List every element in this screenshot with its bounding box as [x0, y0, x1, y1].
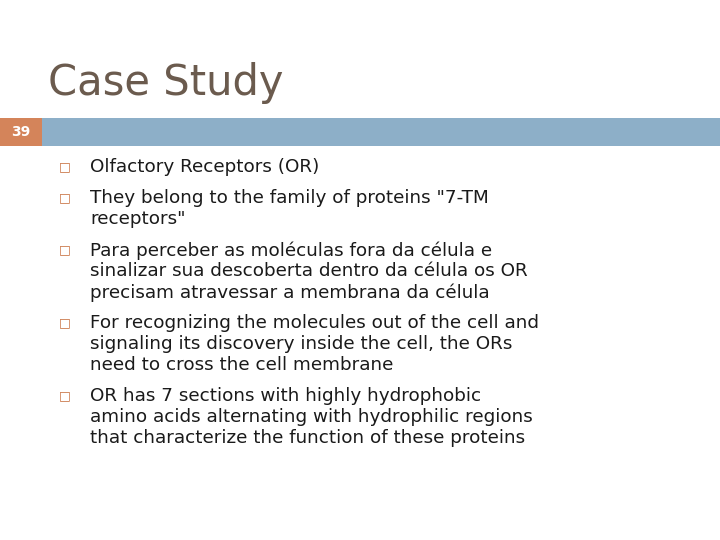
Text: need to cross the cell membrane: need to cross the cell membrane: [90, 356, 393, 374]
Text: For recognizing the molecules out of the cell and: For recognizing the molecules out of the…: [90, 314, 539, 332]
Text: signaling its discovery inside the cell, the ORs: signaling its discovery inside the cell,…: [90, 335, 513, 353]
Text: □: □: [59, 191, 71, 204]
Text: □: □: [59, 160, 71, 173]
Text: □: □: [59, 389, 71, 402]
Text: □: □: [59, 243, 71, 256]
Text: Para perceber as moléculas fora da célula e: Para perceber as moléculas fora da célul…: [90, 241, 492, 260]
Text: OR has 7 sections with highly hydrophobic: OR has 7 sections with highly hydrophobi…: [90, 387, 481, 405]
Text: Olfactory Receptors (OR): Olfactory Receptors (OR): [90, 158, 320, 176]
Text: They belong to the family of proteins "7-TM: They belong to the family of proteins "7…: [90, 189, 489, 207]
Text: precisam atravessar a membrana da célula: precisam atravessar a membrana da célula: [90, 283, 490, 301]
Text: receptors": receptors": [90, 210, 186, 228]
Bar: [42, 118, 720, 146]
Text: □: □: [59, 316, 71, 329]
Text: 39: 39: [12, 125, 31, 139]
Bar: [0, 118, 42, 146]
Text: sinalizar sua descoberta dentro da célula os OR: sinalizar sua descoberta dentro da célul…: [90, 262, 528, 280]
Text: that characterize the function of these proteins: that characterize the function of these …: [90, 429, 525, 447]
Text: amino acids alternating with hydrophilic regions: amino acids alternating with hydrophilic…: [90, 408, 533, 426]
Text: Case Study: Case Study: [48, 62, 284, 104]
